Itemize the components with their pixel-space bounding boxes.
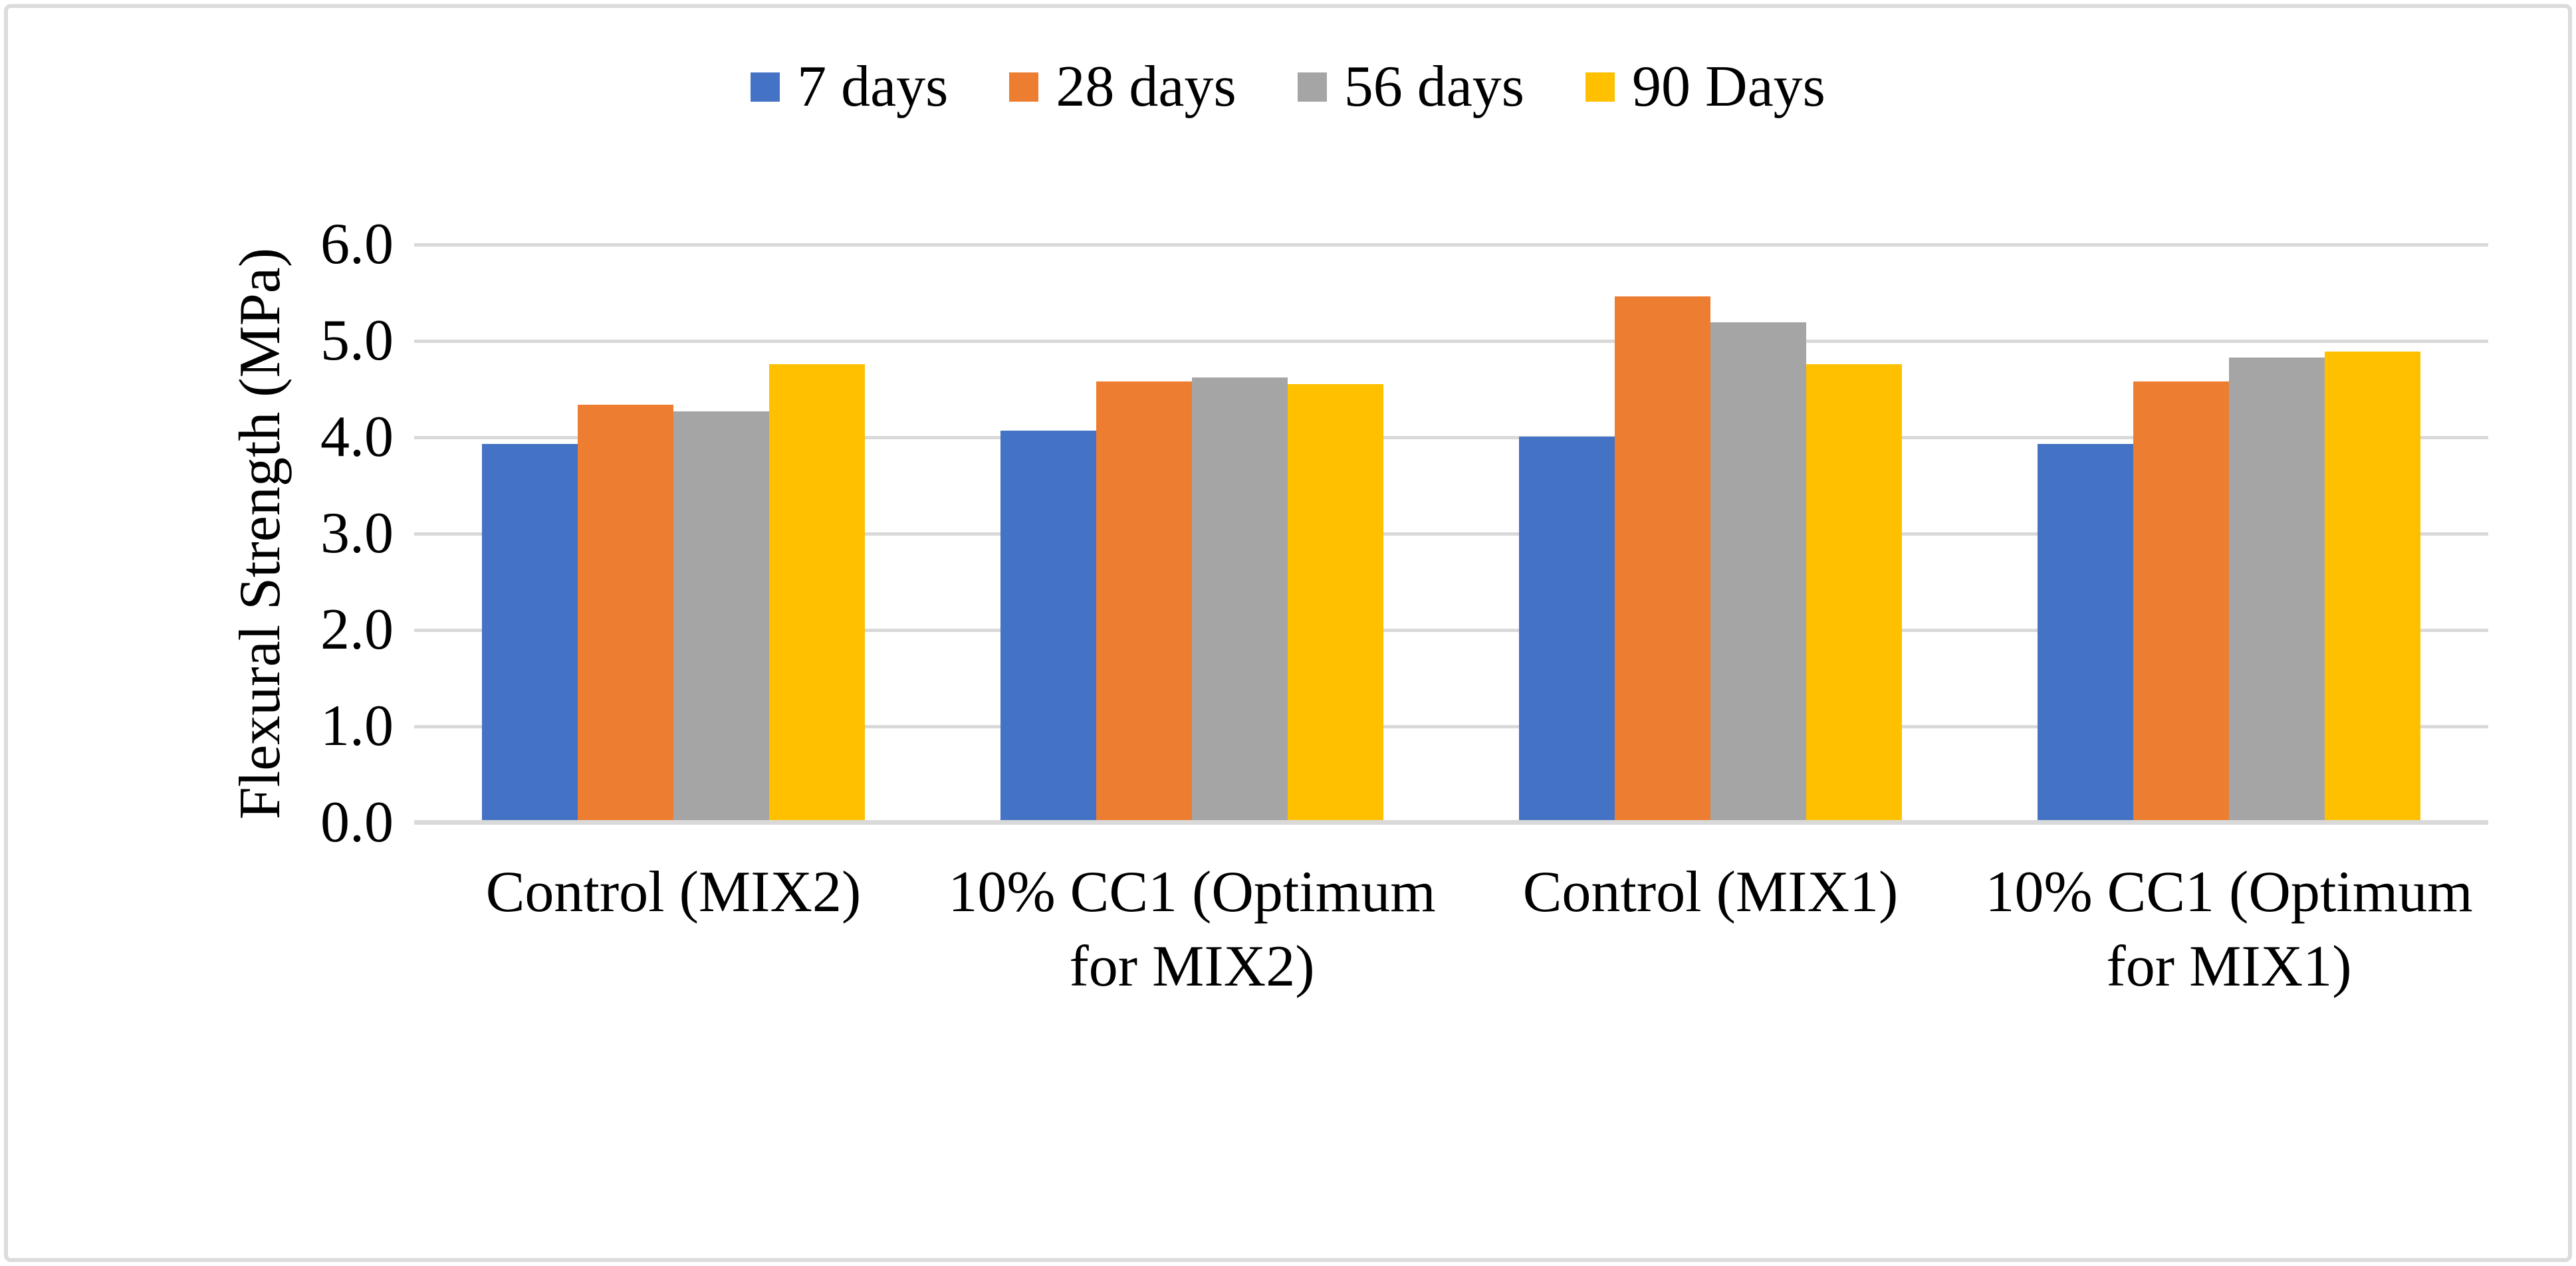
bar-group	[414, 245, 933, 823]
x-axis-category-label: 10% CC1 (Optimum for MIX1)	[1985, 860, 2473, 999]
legend-item: 7 days	[751, 58, 948, 116]
legend-swatch-icon	[1297, 72, 1327, 102]
legend-label: 56 days	[1344, 54, 1525, 119]
x-axis-line	[414, 820, 2488, 825]
gridline	[414, 436, 2488, 439]
legend-label: 7 days	[797, 54, 949, 119]
x-axis-category-label: 10% CC1 (Optimum for MIX2)	[948, 860, 1436, 999]
gridline	[414, 243, 2488, 247]
bar	[1000, 431, 1096, 823]
legend-label: 28 days	[1056, 54, 1236, 119]
legend-label: 90 Days	[1632, 54, 1825, 119]
bar	[1615, 296, 1710, 823]
gridline	[414, 629, 2488, 632]
bar	[1288, 384, 1383, 823]
bar	[2325, 352, 2420, 823]
legend-item: 90 Days	[1585, 58, 1825, 116]
bar	[2038, 444, 2133, 823]
legend-swatch-icon	[1009, 72, 1039, 102]
y-axis-tick-label: 0.0	[320, 790, 394, 855]
bar	[673, 411, 769, 823]
x-axis-category-labels: Control (MIX2) 10% CC1 (Optimum for MIX2)…	[414, 855, 2488, 1004]
bar	[1096, 381, 1192, 823]
y-axis-tick-label: 3.0	[320, 501, 394, 566]
y-axis-tick-label: 1.0	[320, 694, 394, 758]
legend-swatch-icon	[751, 72, 780, 102]
y-axis-tick-label: 4.0	[320, 405, 394, 469]
x-axis-category-label: Control (MIX1)	[1522, 860, 1899, 924]
y-axis-tick-label: 5.0	[320, 308, 394, 373]
gridline	[414, 532, 2488, 536]
bar-groups	[414, 245, 2488, 823]
legend: 7 days 28 days 56 days 90 Days	[0, 44, 2576, 130]
bar	[1192, 377, 1288, 823]
plot-area	[414, 243, 2488, 825]
bar	[1806, 364, 1902, 823]
gridline	[414, 340, 2488, 343]
legend-item: 56 days	[1297, 54, 1525, 119]
gridline	[414, 725, 2488, 728]
x-axis-category-label: Control (MIX2)	[485, 860, 862, 924]
bar	[2229, 358, 2325, 823]
bar-group	[933, 245, 1451, 823]
bar	[769, 364, 865, 823]
bar	[578, 405, 673, 823]
bar	[482, 444, 578, 823]
y-axis-tick-label: 2.0	[320, 597, 394, 662]
bar-group	[1451, 245, 1970, 823]
bar	[1710, 322, 1806, 823]
bar	[2133, 381, 2229, 823]
legend-swatch-icon	[1585, 72, 1615, 102]
y-axis-tick-label: 6.0	[320, 212, 394, 276]
bar-group	[1970, 245, 2488, 823]
legend-item: 28 days	[1009, 58, 1236, 116]
bar	[1519, 437, 1615, 823]
